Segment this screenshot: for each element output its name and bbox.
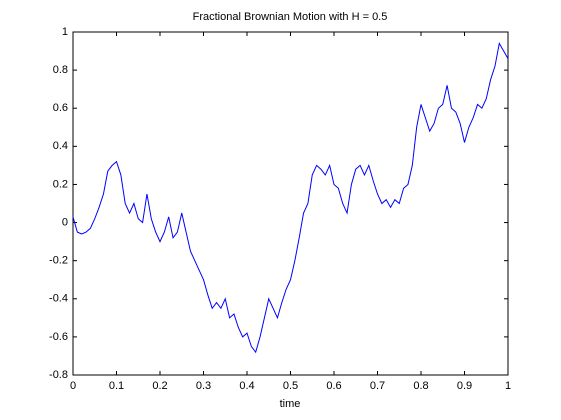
y-tick-label: 0.4	[53, 140, 68, 152]
x-tick-label: 0.1	[109, 380, 124, 392]
y-tick-label: 0.8	[53, 64, 68, 76]
y-tick-label: 0.2	[53, 178, 68, 190]
y-tick-label: 0.6	[53, 102, 68, 114]
x-tick-label: 0.2	[152, 380, 167, 392]
x-tick-label: 0.7	[370, 380, 385, 392]
y-tick-label: 1	[62, 26, 68, 38]
y-tick-label: -0.6	[49, 331, 68, 343]
x-tick-label: 0	[70, 380, 76, 392]
x-tick-label: 0.5	[283, 380, 298, 392]
y-tick-label: -0.2	[49, 255, 68, 267]
y-tick-label: -0.4	[49, 293, 68, 305]
x-tick-label: 1	[505, 380, 511, 392]
y-tick-label: 0	[62, 216, 68, 228]
x-tick-label: 0.8	[413, 380, 428, 392]
plot-box	[72, 31, 509, 376]
x-tick-label: 0.6	[326, 380, 341, 392]
y-tick-label: -0.8	[49, 369, 68, 381]
x-axis-label: time	[280, 398, 301, 410]
data-line	[72, 42, 509, 354]
x-tick-label: 0.4	[239, 380, 254, 392]
x-tick-label: 0.3	[196, 380, 211, 392]
chart-title: Fractional Brownian Motion with H = 0.5	[193, 11, 388, 23]
x-tick-label: 0.9	[457, 380, 472, 392]
